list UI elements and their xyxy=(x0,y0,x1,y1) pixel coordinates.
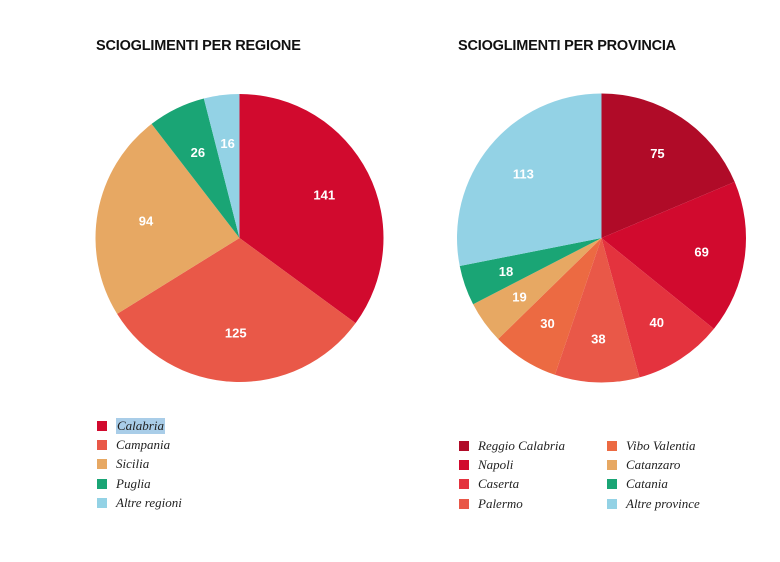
legend-swatch xyxy=(607,459,617,470)
legend-swatch xyxy=(459,459,469,470)
slice-value-label-napoli: 69 xyxy=(694,245,708,260)
legend-item-caserta: Caserta xyxy=(459,475,607,494)
legend-item-reggio-calabria: Reggio Calabria xyxy=(459,436,607,455)
legend-item-vibo-valentia: Vibo Valentia xyxy=(607,436,757,455)
legend-swatch xyxy=(97,497,107,508)
legend-item-catanzaro: Catanzaro xyxy=(607,455,757,474)
legend-label: Catanzaro xyxy=(626,456,681,472)
slice-value-label-altre-regioni: 16 xyxy=(220,136,234,151)
legend-swatch xyxy=(97,439,107,450)
slice-value-label-sicilia: 94 xyxy=(139,214,154,229)
slice-value-label-caserta: 40 xyxy=(650,315,664,330)
legend-item-sicilia: Sicilia xyxy=(97,455,182,474)
legend-item-catania: Catania xyxy=(607,475,757,494)
legend-item-altre-province: Altre province xyxy=(607,494,757,513)
legend-item-calabria: Calabria xyxy=(97,416,182,435)
pie-slice-napoli xyxy=(601,181,746,329)
legend-label: Sicilia xyxy=(116,456,150,472)
slice-value-label-catanzaro: 19 xyxy=(512,290,526,305)
slice-value-label-vibo-valentia: 30 xyxy=(540,316,554,331)
legend-swatch xyxy=(459,498,469,509)
legend-label: Catania xyxy=(626,476,668,492)
legend-label: Calabria xyxy=(116,417,165,434)
legend-label: Vibo Valentia xyxy=(626,437,696,453)
legend-label: Napoli xyxy=(478,456,514,472)
pie-slice-sicilia xyxy=(95,123,240,314)
slice-value-label-puglia: 26 xyxy=(191,145,205,160)
legend-label: Reggio Calabria xyxy=(478,437,566,453)
chart-title-regione: SCIOGLIMENTI PER REGIONE xyxy=(96,38,301,54)
legend-regione: Calabria Campania Sicilia Puglia Altre regio… xyxy=(97,416,182,512)
pie-slice-reggio-calabria xyxy=(601,93,735,238)
pie-slice-palermo xyxy=(554,238,640,383)
legend-swatch xyxy=(607,440,617,451)
legend-swatch xyxy=(97,459,107,470)
legend-swatch xyxy=(607,479,617,490)
legend-label: Caserta xyxy=(478,476,520,492)
pie-slice-caserta xyxy=(601,238,714,378)
legend-label: Altre province xyxy=(626,495,700,511)
legend-item-puglia: Puglia xyxy=(97,474,182,493)
legend-swatch xyxy=(459,479,469,490)
legend-item-palermo: Palermo xyxy=(459,494,607,513)
legend-label: Puglia xyxy=(116,475,151,491)
legend-swatch xyxy=(459,440,469,451)
legend-swatch xyxy=(97,420,107,431)
legend-label: Campania xyxy=(116,436,171,452)
pie-slice-catanzaro xyxy=(473,238,602,339)
legend-label: Altre regioni xyxy=(116,494,182,510)
slice-value-label-campania: 125 xyxy=(225,325,247,340)
pie-slice-altre-regioni xyxy=(203,94,240,238)
slice-value-label-calabria: 141 xyxy=(313,188,335,203)
slice-value-label-reggio-calabria: 75 xyxy=(650,146,664,161)
legend-item-altre-regioni: Altre regioni xyxy=(97,493,182,512)
chart-title-provincia: SCIOGLIMENTI PER PROVINCIA xyxy=(458,38,676,54)
pie-slice-puglia xyxy=(151,98,240,238)
slice-value-label-palermo: 38 xyxy=(591,332,605,347)
pie-slice-vibo-valentia xyxy=(498,238,602,375)
pie-slice-catania xyxy=(459,238,602,305)
pie-slice-altre-province xyxy=(457,93,602,267)
legend-item-napoli: Napoli xyxy=(459,455,607,474)
legend-provincia: Reggio Calabria Napoli Caserta Palermo Vibo … xyxy=(459,436,759,513)
legend-swatch xyxy=(607,498,617,509)
slice-value-label-catania: 18 xyxy=(499,264,513,279)
pie-slice-calabria xyxy=(239,94,384,324)
legend-item-campania: Campania xyxy=(97,435,182,454)
legend-label: Palermo xyxy=(478,495,523,511)
slice-value-label-altre-province: 113 xyxy=(513,166,534,181)
legend-swatch xyxy=(97,478,107,489)
pie-slice-campania xyxy=(117,238,356,383)
